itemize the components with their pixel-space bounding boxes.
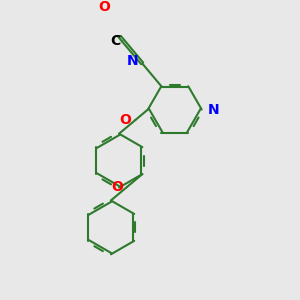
Text: O: O: [111, 180, 123, 194]
Text: N: N: [207, 103, 219, 116]
Text: O: O: [98, 0, 110, 14]
Text: N: N: [126, 54, 138, 68]
Text: O: O: [119, 113, 131, 127]
Text: C: C: [110, 34, 120, 48]
